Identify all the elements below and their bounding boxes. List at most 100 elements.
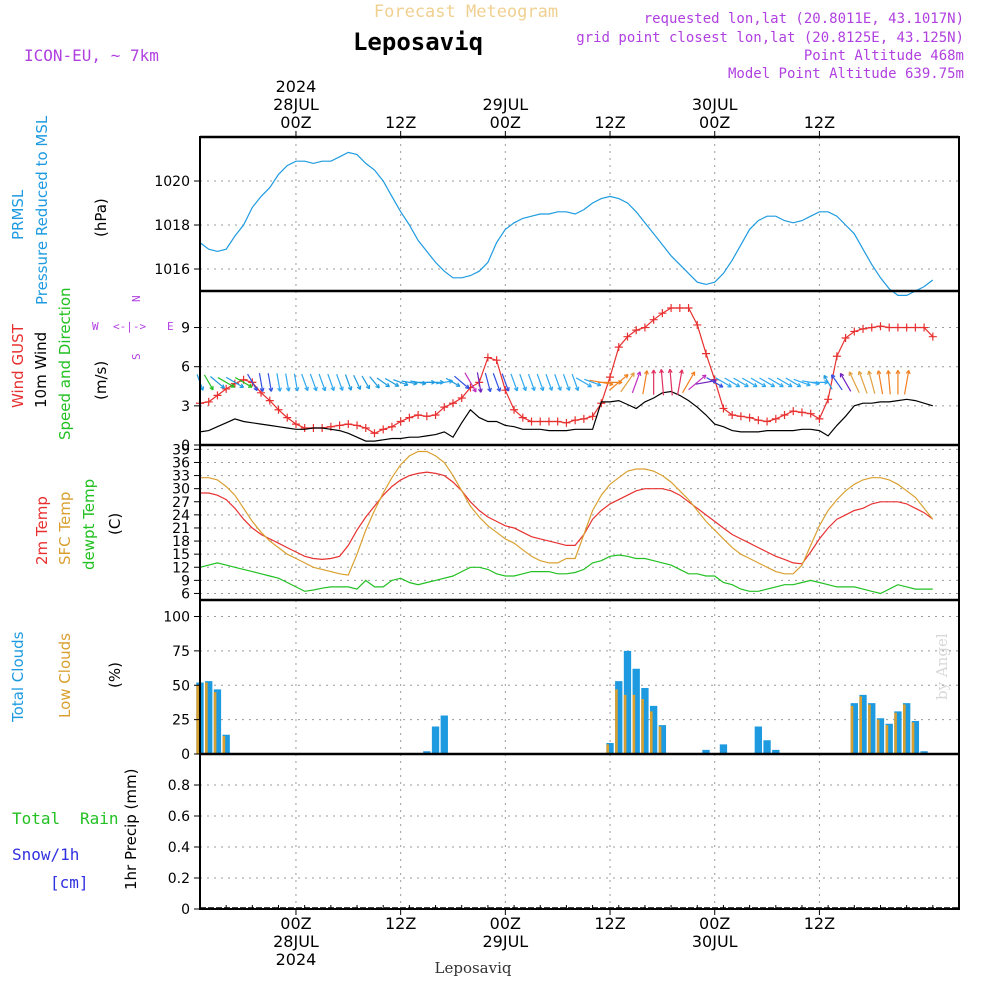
gust-point bbox=[510, 405, 519, 414]
wind-arrow bbox=[575, 377, 592, 388]
y-tick-label: 1018 bbox=[154, 218, 190, 234]
wind-unit: (m/s) bbox=[92, 361, 110, 400]
precip-unit: 1hr Precip (mm) bbox=[122, 769, 140, 890]
wind-arrow bbox=[258, 372, 264, 392]
gust-point bbox=[588, 412, 597, 421]
y-tick-label: 36 bbox=[172, 455, 190, 471]
gust-point bbox=[283, 413, 292, 422]
axes: 1016101810200369691215182124273033363902… bbox=[154, 135, 960, 918]
wind-arrow-head bbox=[701, 374, 707, 380]
gust-point bbox=[623, 332, 632, 341]
wind-arrow bbox=[823, 375, 833, 390]
watermark: by Angel bbox=[933, 633, 951, 700]
wind-arrow bbox=[848, 371, 860, 394]
wind-arrow bbox=[715, 377, 732, 388]
wind-arrow-head bbox=[565, 386, 571, 391]
gust-point bbox=[850, 327, 859, 336]
wind-arrow bbox=[733, 377, 749, 388]
top-time-label: 2024 bbox=[276, 77, 317, 96]
total-cloud-bar bbox=[885, 723, 893, 754]
total-cloud-bar bbox=[850, 703, 858, 754]
temp-unit: (C) bbox=[106, 513, 124, 535]
wind-arrow bbox=[631, 371, 641, 394]
low-cloud-bar bbox=[850, 705, 854, 754]
gust-point bbox=[859, 324, 868, 333]
wind-arrow-head bbox=[848, 371, 854, 376]
wind-arrow bbox=[510, 373, 518, 392]
gust-point bbox=[361, 424, 370, 433]
wind-arrow-head bbox=[895, 369, 901, 375]
total-cloud-bar bbox=[702, 749, 710, 754]
compass-arrows: <-|-> bbox=[113, 320, 146, 333]
wind-arrow-head bbox=[667, 368, 673, 374]
total-cloud-bar bbox=[894, 711, 902, 754]
wind-arrow bbox=[410, 380, 426, 385]
y-tick-label: 0.4 bbox=[168, 840, 190, 856]
gust-point bbox=[920, 323, 929, 332]
prmsl-long-label: Pressure Reduced to MSL bbox=[33, 115, 51, 305]
bottom-time-label: 00Z bbox=[280, 914, 311, 933]
total-cloud-bar bbox=[763, 740, 771, 754]
low-cloud-bar bbox=[205, 682, 208, 754]
wind-arrow-head bbox=[259, 387, 265, 392]
wind-arrow-head bbox=[230, 383, 235, 388]
series-dewpt-temp bbox=[199, 554, 933, 595]
y-tick-label: 1016 bbox=[154, 262, 190, 278]
wind-arrow bbox=[677, 369, 683, 395]
wind-arrow-head bbox=[394, 382, 400, 387]
total-cloud-bar bbox=[632, 668, 640, 754]
wind-arrow bbox=[210, 376, 225, 389]
wind-arrow bbox=[361, 375, 371, 390]
wind-arrow bbox=[293, 373, 299, 392]
bottom-time-label: 00Z bbox=[490, 914, 521, 933]
gust-point bbox=[771, 414, 780, 423]
wind-arrow-head bbox=[679, 369, 684, 374]
low-cloud-bar bbox=[859, 696, 862, 754]
wind-arrow-head bbox=[752, 382, 758, 388]
total-cloud-bar bbox=[431, 726, 440, 754]
wind-arrow bbox=[285, 373, 290, 392]
wind-arrow-head bbox=[487, 387, 492, 393]
wind-arrow-head bbox=[770, 382, 776, 388]
series-prmsl bbox=[199, 151, 934, 296]
wind10m-label: 10m Wind bbox=[32, 332, 50, 408]
wind-arrow bbox=[688, 374, 707, 391]
wind-arrow bbox=[759, 377, 775, 388]
gust-point bbox=[797, 408, 806, 417]
top-time-label: 12Z bbox=[385, 113, 416, 132]
y-tick-label: 24 bbox=[172, 508, 190, 524]
wind-arrow-head bbox=[886, 370, 891, 375]
gust-point bbox=[291, 420, 300, 429]
wind-arrow bbox=[384, 377, 399, 387]
wind-arrow bbox=[768, 377, 784, 388]
gust-point bbox=[667, 303, 676, 312]
gust-point bbox=[492, 356, 501, 365]
wind-arrow-head bbox=[356, 385, 362, 390]
low-cloud-bar bbox=[876, 719, 880, 754]
wind-arrow-head bbox=[587, 383, 592, 388]
wind-arrow bbox=[858, 371, 868, 394]
wind-arrow-head bbox=[548, 386, 554, 391]
total-cloud-bar bbox=[772, 749, 780, 754]
wind-arrow-head bbox=[779, 382, 784, 388]
total-cloud-bar bbox=[205, 681, 213, 754]
total-cloud-bar bbox=[222, 734, 230, 754]
wind-arrow bbox=[609, 374, 629, 391]
y-tick-label: 0.6 bbox=[168, 809, 190, 825]
point-altitude: Point Altitude 468m bbox=[804, 48, 964, 64]
low-cloud-bar bbox=[902, 704, 906, 754]
wind-arrow-head bbox=[339, 386, 344, 391]
wind-arrow bbox=[376, 377, 390, 388]
gust-point bbox=[431, 410, 440, 419]
wind-arrow bbox=[839, 373, 852, 392]
wind-arrow bbox=[584, 378, 602, 386]
gust-point bbox=[780, 410, 789, 419]
wind-arrow-head bbox=[253, 386, 258, 392]
wind-arrow-head bbox=[735, 382, 741, 388]
gust-point bbox=[571, 416, 580, 425]
wind-arrow bbox=[741, 377, 758, 388]
wind-speed-dir-label: Speed and Direction bbox=[56, 287, 74, 440]
footer-location: Leposaviq bbox=[435, 959, 512, 977]
cloud-unit: (%) bbox=[106, 662, 124, 688]
